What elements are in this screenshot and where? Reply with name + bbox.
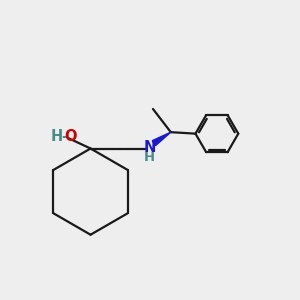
- Text: N: N: [143, 140, 156, 154]
- Text: H: H: [51, 129, 63, 144]
- Text: O: O: [64, 129, 76, 144]
- Polygon shape: [152, 132, 171, 146]
- Text: H: H: [144, 151, 155, 164]
- Text: -: -: [62, 129, 68, 144]
